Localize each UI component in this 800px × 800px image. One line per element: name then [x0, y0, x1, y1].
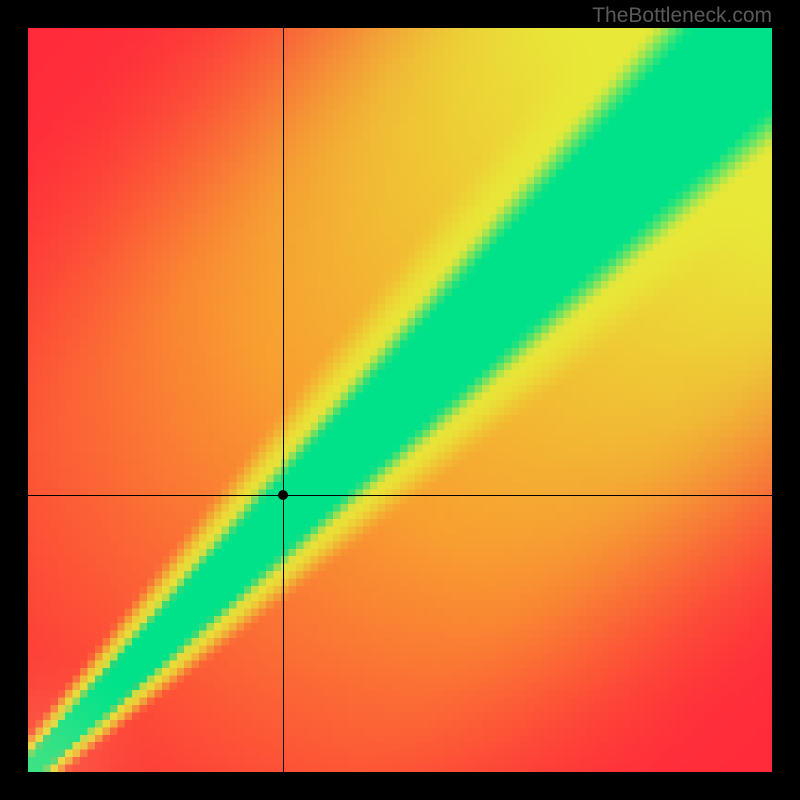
watermark: TheBottleneck.com	[592, 4, 772, 28]
crosshair-horizontal	[28, 495, 772, 496]
heatmap-plot	[28, 28, 772, 772]
heatmap-canvas	[28, 28, 772, 772]
data-point-marker	[278, 490, 288, 500]
crosshair-vertical	[283, 28, 284, 772]
